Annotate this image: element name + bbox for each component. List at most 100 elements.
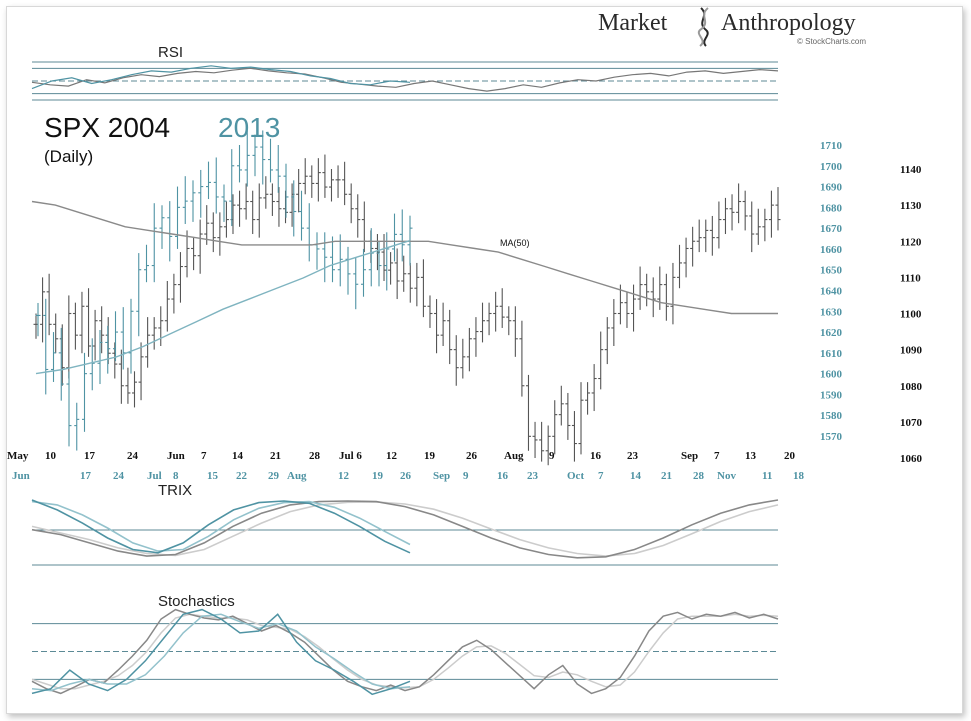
x-axis-2013: Jun 17 24 Jul 8 15 22 29 Aug 12 19 26 Sep 9 16 23 Oct 7 14… <box>12 470 805 482</box>
price-bar-2013 <box>198 169 204 218</box>
price-bar-2004 <box>138 342 144 401</box>
price-bar-2004 <box>440 302 446 347</box>
price-bar-2004 <box>696 219 702 253</box>
price-bar-2013 <box>74 402 80 451</box>
price-bar-2004 <box>177 252 183 303</box>
price-bar-2013 <box>252 134 258 177</box>
price-bar-2004 <box>545 425 551 466</box>
price-bar-2004 <box>591 364 597 412</box>
price-bar-2004 <box>204 205 210 245</box>
price-bar-2013 <box>330 236 335 283</box>
y-tick-2004-1070: 1070 <box>900 417 923 429</box>
price-bar-2004 <box>335 165 341 198</box>
price-bar-2004 <box>624 291 630 328</box>
price-bar-2004 <box>729 194 735 231</box>
price-bar-2013 <box>43 298 49 395</box>
x-tick-2004-0: May <box>7 450 29 462</box>
price-bar-2004 <box>191 237 197 271</box>
price-bar-2004 <box>420 259 426 318</box>
x-tick-2004-19: 13 <box>745 450 757 462</box>
price-bar-2004 <box>151 317 157 350</box>
price-bar-2004 <box>578 382 584 455</box>
y-tick-2004-1110: 1110 <box>900 272 921 284</box>
price-bar-2004 <box>223 201 229 238</box>
x-tick-2013-19: 21 <box>661 470 672 482</box>
price-bar-2013 <box>221 184 227 222</box>
y-tick-2004-1120: 1120 <box>900 236 922 248</box>
price-bar-2013 <box>213 157 219 214</box>
x-tick-2004-10: 12 <box>386 450 398 462</box>
x-tick-2004-9: Jul 6 <box>339 450 362 462</box>
price-bar-2004 <box>663 273 669 321</box>
price-bar-2004 <box>210 212 216 253</box>
price-bar-2004 <box>99 306 105 354</box>
price-bar-2004 <box>59 324 65 386</box>
brand-logo: Market Anthropology © StockCharts.com <box>598 7 866 47</box>
x-tick-2004-18: 7 <box>714 450 720 462</box>
y-tick-2013-1660: 1660 <box>820 244 843 256</box>
price-bar-2004 <box>72 302 78 350</box>
price-bar-2004 <box>434 299 440 354</box>
price-bar-2004 <box>118 349 124 404</box>
x-tick-2013-17: 7 <box>598 470 604 482</box>
x-tick-2013-12: Sep <box>433 470 450 482</box>
price-bar-2004 <box>263 176 269 209</box>
price-bar-2004 <box>269 183 275 216</box>
x-tick-2013-22: 11 <box>762 470 772 482</box>
price-bar-2004 <box>348 183 354 224</box>
x-tick-2013-2: 24 <box>113 470 125 482</box>
price-bar-2013 <box>275 145 281 193</box>
ma50-line-2013 <box>35 239 411 375</box>
x-tick-2004-5: 7 <box>201 450 207 462</box>
trix-line-2013 <box>31 499 411 554</box>
price-subtitle: (Daily) <box>44 147 93 166</box>
price-bar-2004 <box>670 262 676 325</box>
price-bar-2004 <box>309 165 315 198</box>
price-bar-2004 <box>466 327 472 372</box>
price-bar-2013 <box>392 213 397 262</box>
price-bar-2004 <box>46 273 52 336</box>
y-tick-2013-1700: 1700 <box>820 161 843 173</box>
price-bar-2013 <box>314 232 320 270</box>
price-bar-2004 <box>768 190 774 238</box>
price-bar-2013 <box>268 138 273 183</box>
x-tick-2013-7: 29 <box>268 470 280 482</box>
price-bar-2004 <box>92 309 98 361</box>
x-tick-2004-20: 20 <box>784 450 796 462</box>
price-bar-2004 <box>171 273 177 314</box>
price-bar-2013 <box>306 203 312 262</box>
x-tick-2013-18: 14 <box>630 470 642 482</box>
price-bar-2004 <box>493 291 499 332</box>
price-bar-2004 <box>184 230 190 278</box>
brand-name-part2: Anthropology <box>721 10 856 36</box>
price-bar-2013 <box>175 186 180 249</box>
stochastics-d-2013 <box>31 613 411 692</box>
price-bar-2004 <box>755 208 761 245</box>
price-bar-2004 <box>585 382 591 415</box>
price-bar-2013 <box>237 145 242 183</box>
y-tick-2013-1640: 1640 <box>820 286 843 298</box>
source-credit: © StockCharts.com <box>797 37 866 46</box>
price-bar-2004 <box>650 277 656 318</box>
x-tick-2013-10: 19 <box>372 470 384 482</box>
price-bar-2013 <box>82 352 87 432</box>
price-bar-2004 <box>486 302 492 336</box>
price-bar-2013 <box>283 163 289 218</box>
trix-line-2004 <box>31 499 779 559</box>
x-tick-2013-14: 16 <box>497 470 509 482</box>
price-bar-2004 <box>86 288 92 357</box>
trix-panel <box>31 499 779 566</box>
y-tick-2013-1670: 1670 <box>820 223 843 235</box>
price-bar-2004 <box>749 201 755 253</box>
price-bar-2013 <box>206 161 211 200</box>
price-bar-2013 <box>299 190 304 241</box>
rsi-line-2004 <box>31 67 779 92</box>
price-panel <box>31 130 781 466</box>
price-bar-2004 <box>322 154 328 198</box>
y-tick-2004-1090: 1090 <box>900 345 923 357</box>
price-bar-2004 <box>197 219 203 274</box>
price-bar-2004 <box>709 215 715 256</box>
price-bar-2004 <box>40 277 46 343</box>
price-bar-2013 <box>151 203 157 283</box>
y-tick-2013-1570: 1570 <box>820 431 843 443</box>
